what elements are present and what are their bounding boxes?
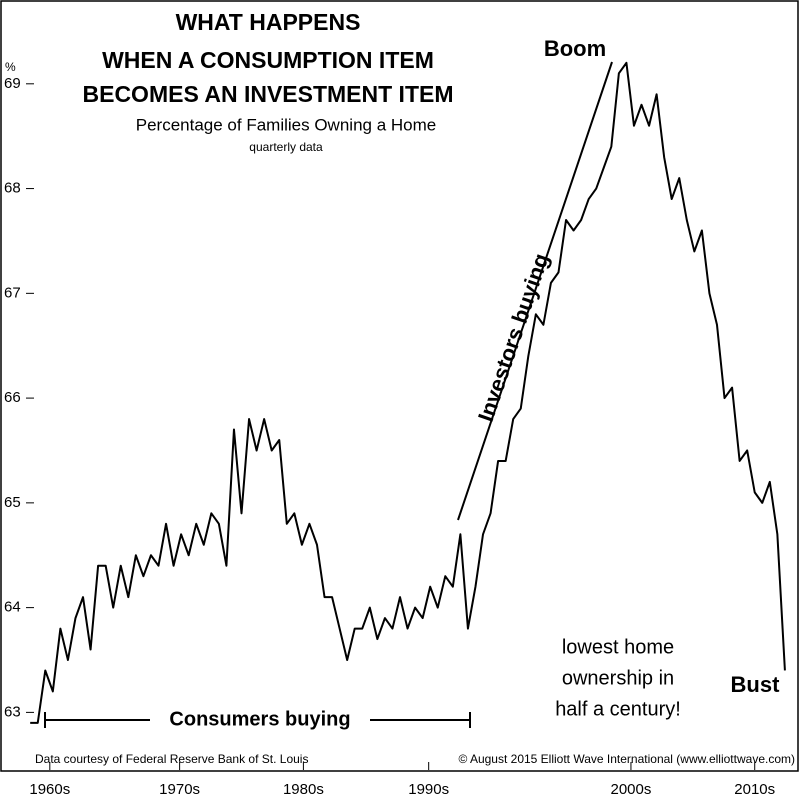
source: Data courtesy of Federal Reserve Bank of… [35, 752, 308, 766]
x-tick-label: 2000s [611, 781, 652, 798]
plot-frame [0, 0, 799, 772]
x-tick-label: 1970s [159, 781, 200, 798]
annotation: Boom [544, 36, 606, 61]
chart-title: WHAT HAPPENS [176, 9, 361, 35]
annotation: Consumers buying [169, 708, 350, 730]
trend-line [457, 61, 613, 521]
data-line [30, 61, 786, 724]
annotation: half a century! [555, 698, 681, 720]
y-tick-label: 68 [4, 180, 21, 197]
x-tick-label: 1960s [29, 781, 70, 798]
y-tick-label: 67 [4, 284, 21, 301]
subtitle: quarterly data [249, 140, 323, 154]
annotation: Investors buying [473, 250, 554, 425]
subtitle: Percentage of Families Owning a Home [136, 115, 436, 134]
chart-title: WHEN A CONSUMPTION ITEM [102, 47, 434, 73]
y-tick-label: 65 [4, 494, 21, 511]
annotation: lowest home [562, 636, 674, 658]
annotation: ownership in [562, 667, 674, 689]
y-tick-label: 63 [4, 703, 21, 720]
x-tick-label: 1980s [283, 781, 324, 798]
chart-title: BECOMES AN INVESTMENT ITEM [83, 81, 454, 107]
y-axis-label: % [5, 60, 16, 74]
y-tick-label: 66 [4, 389, 21, 406]
y-tick-label: 64 [4, 599, 21, 616]
x-tick-label: 2010s [734, 781, 775, 798]
copyright: © August 2015 Elliott Wave International… [458, 752, 795, 766]
x-tick-label: 1990s [408, 781, 449, 798]
annotation: Bust [731, 672, 781, 697]
y-tick-label: 69 [4, 75, 21, 92]
